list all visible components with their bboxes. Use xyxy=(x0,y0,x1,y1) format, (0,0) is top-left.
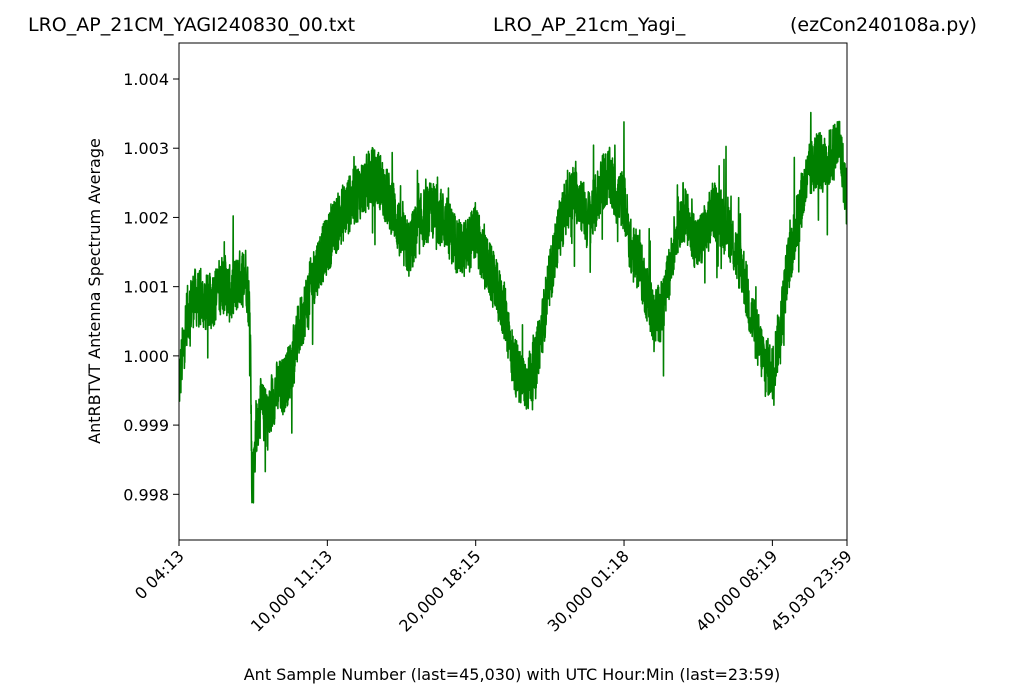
y-tick-label: 1.000 xyxy=(123,347,169,366)
y-tick-label: 0.999 xyxy=(123,416,169,435)
y-axis-label: AntRBTVT Antenna Spectrum Average xyxy=(85,138,104,444)
plot-frame xyxy=(178,42,848,541)
y-tick-label: 1.001 xyxy=(123,278,169,297)
file-name-title: LRO_AP_21CM_YAGI240830_00.txt xyxy=(28,14,355,36)
plot-area xyxy=(179,111,847,504)
program-name-title: (ezCon240108a.py) xyxy=(790,14,977,36)
x-tick-label: 10,000 11:13 xyxy=(247,546,336,635)
x-axis-label: Ant Sample Number (last=45,030) with UTC… xyxy=(244,665,781,684)
study-name-title: LRO_AP_21cm_Yagi_ xyxy=(493,14,686,36)
x-tick-label: 0 04:13 xyxy=(131,546,188,603)
series-line-0 xyxy=(179,111,847,504)
y-tick-label: 1.004 xyxy=(123,70,169,89)
y-tick-label: 0.998 xyxy=(123,485,169,504)
axes: 0.998 0.999 1.000 1.001 1.002 1.003 1.004 0 04:… xyxy=(123,42,856,636)
x-tick-label: 30,000 01:18 xyxy=(544,546,633,635)
y-tick-label: 1.002 xyxy=(123,208,169,227)
x-tick-label: 20,000 18:15 xyxy=(395,546,484,635)
y-tick-label: 1.003 xyxy=(123,139,169,158)
